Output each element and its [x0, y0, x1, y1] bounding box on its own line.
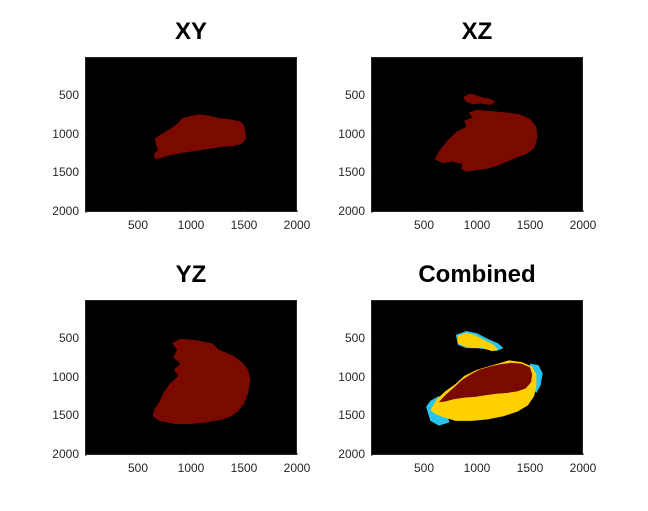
xy-xtick-label-1: 1000 — [177, 218, 205, 232]
xy-ytick-label-1: 1000 — [52, 126, 79, 141]
combined-region-yellow-3 — [457, 332, 499, 352]
combined-xtick-label-3: 2000 — [569, 461, 597, 475]
title-xz: XZ — [461, 18, 493, 45]
yz-xtick-label-1: 1000 — [177, 461, 205, 475]
xz-xtick-label-3: 2000 — [569, 218, 597, 232]
yz-region-mask-0 — [152, 338, 251, 424]
combined-ytick-label-1: 1000 — [338, 369, 365, 384]
xy-xtick-label-2: 1500 — [230, 218, 258, 232]
title-xy: XY — [174, 18, 207, 45]
xy-ytick-label-2: 1500 — [52, 165, 79, 180]
yz-ytick-label-3: 2000 — [52, 447, 79, 461]
xz-ytick-label-3: 2000 — [338, 204, 365, 218]
combined-ytick-label-2: 1500 — [338, 408, 365, 423]
title-yz: YZ — [175, 261, 207, 288]
xz-ytick-label-2: 1500 — [338, 165, 365, 180]
yz-ytick-label-1: 1000 — [52, 369, 79, 384]
yz-xtick-label-0: 500 — [127, 461, 149, 475]
xz-region-mask-1 — [463, 93, 497, 105]
xy-xtick-label-0: 500 — [127, 218, 149, 232]
combined-xtick-label-0: 500 — [413, 461, 435, 475]
combined-region-overlap-5 — [438, 362, 533, 403]
xy-region-mask-0 — [153, 114, 247, 160]
title-combined: Combined — [418, 261, 536, 288]
yz-xtick-label-2: 1500 — [230, 461, 258, 475]
combined-ytick-label-3: 2000 — [338, 447, 365, 461]
yz-xtick-label-3: 2000 — [283, 461, 311, 475]
xz-xtick-label-1: 1000 — [463, 218, 491, 232]
xz-xtick-label-2: 1500 — [516, 218, 544, 232]
xz-ytick-label-1: 1000 — [338, 126, 365, 141]
xy-ytick-label-3: 2000 — [52, 204, 79, 218]
xz-xtick-label-0: 500 — [413, 218, 435, 232]
xy-ytick-label-0: 500 — [58, 87, 79, 102]
combined-xtick-label-1: 1000 — [463, 461, 491, 475]
combined-xtick-label-2: 1500 — [516, 461, 544, 475]
combined-ytick-label-0: 500 — [344, 330, 365, 345]
yz-ytick-label-0: 500 — [58, 330, 79, 345]
xy-xtick-label-3: 2000 — [283, 218, 311, 232]
xz-ytick-label-0: 500 — [344, 87, 365, 102]
xz-region-mask-0 — [434, 109, 538, 172]
yz-ytick-label-2: 1500 — [52, 408, 79, 423]
